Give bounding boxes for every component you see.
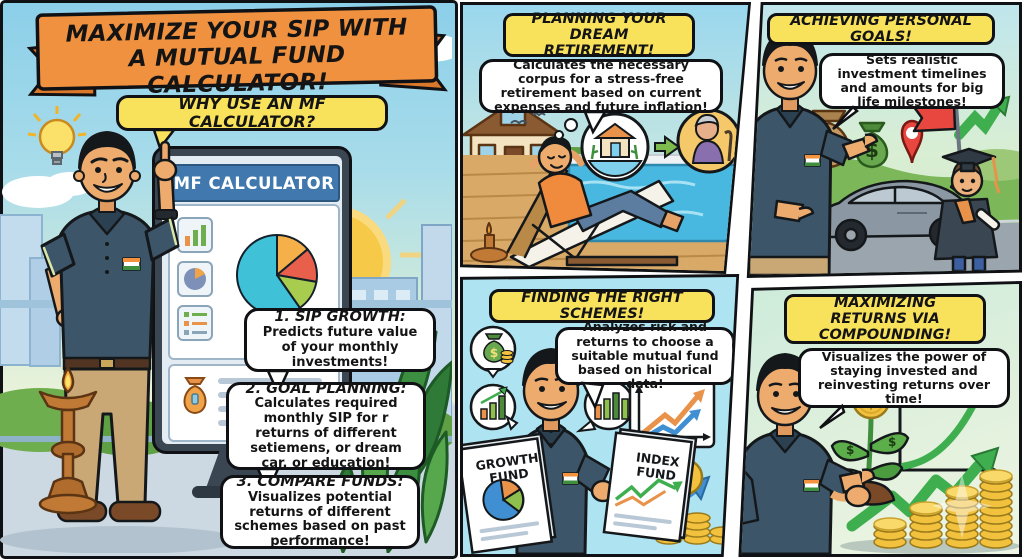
pie-mini-icon bbox=[184, 267, 206, 290]
pie-chart bbox=[236, 234, 318, 316]
schemes-scene: $ bbox=[463, 325, 737, 554]
thought-bubble bbox=[554, 108, 742, 182]
lounging-man bbox=[505, 136, 685, 269]
india-flag-badge bbox=[804, 154, 821, 167]
goals-title: ACHIEVING PERSONAL GOALS! bbox=[767, 13, 995, 45]
diploma-icon bbox=[975, 207, 1001, 231]
schemes-desc: Analyzes risk and returns to choose a su… bbox=[571, 319, 719, 392]
list-icon bbox=[184, 312, 207, 335]
compounding-bubble-tail bbox=[819, 403, 846, 430]
schemes-bubble-tail bbox=[580, 381, 605, 411]
mini-line-chart-icon bbox=[614, 478, 683, 507]
india-flag-badge bbox=[562, 472, 579, 485]
svg-text:$: $ bbox=[490, 346, 498, 360]
point-1-heading: 1. SIP GROWTH: bbox=[274, 309, 406, 326]
question-text: WHY USE AN MF CALCULATOR? bbox=[178, 94, 326, 131]
svg-text:$: $ bbox=[846, 443, 854, 457]
main-title: MAXIMIZE YOUR SIP WITH A MUTUAL FUND CAL… bbox=[65, 14, 408, 99]
goals-scene: $ $ bbox=[749, 30, 1019, 275]
retirement-title: PLANNING YOUR DREAM RETIREMENT! bbox=[503, 10, 695, 60]
mini-pie-icon bbox=[482, 478, 525, 521]
panel-schemes: $ bbox=[460, 274, 742, 557]
compounding-title: MAXIMIZING RETURNS VIA COMPOUNDING! bbox=[784, 294, 986, 344]
money-bag-icon bbox=[183, 377, 207, 415]
retirement-title-text: PLANNING YOUR DREAM RETIREMENT! bbox=[531, 10, 667, 60]
schemes-title: FINDING THE RIGHT SCHEMES! bbox=[489, 289, 715, 323]
coin-stacks-icon bbox=[873, 469, 1013, 549]
title-banner: MAXIMIZE YOUR SIP WITH A MUTUAL FUND CAL… bbox=[23, 0, 451, 108]
ribbon-shape bbox=[26, 5, 448, 97]
retired-person-icon bbox=[691, 113, 733, 164]
bar-chart-circle-left-icon bbox=[469, 383, 519, 431]
retirement-bubble: Calculates the necessary corpus for a st… bbox=[479, 56, 723, 115]
india-flag-badge bbox=[803, 479, 820, 492]
compounding-bubble: Visualizes the power of staying invested… bbox=[798, 348, 1010, 408]
screen-header: MF CALCULATOR bbox=[168, 164, 340, 202]
question-bubble: WHY USE AN MF CALCULATOR? bbox=[116, 95, 388, 131]
schemes-bubble: Analyzes risk and returns to choose a su… bbox=[555, 320, 735, 391]
presenter-character bbox=[40, 131, 180, 523]
goals-title-text: ACHIEVING PERSONAL GOALS! bbox=[790, 12, 972, 45]
point-2-body: Calculates required monthly SIP for r re… bbox=[250, 396, 402, 471]
retirement-desc: Calculates the necessary corpus for a st… bbox=[494, 56, 708, 115]
deck-lamp-icon bbox=[470, 222, 508, 263]
retirement-scene bbox=[463, 99, 749, 271]
panel-goals: $ $ bbox=[744, 2, 1022, 278]
compounding-desc: Visualizes the power of staying invested… bbox=[817, 348, 991, 407]
dream-home-icon bbox=[587, 122, 643, 178]
arrow-right-icon bbox=[654, 135, 681, 159]
lightbulb-icon bbox=[27, 106, 87, 165]
panel-retirement: PLANNING YOUR DREAM RETIREMENT! Calculat… bbox=[460, 2, 754, 274]
goals-desc: Sets realistic investment timelines and … bbox=[837, 51, 987, 110]
money-bag-green-icon: $ bbox=[855, 121, 889, 169]
svg-text:$: $ bbox=[888, 435, 896, 449]
bar-chart-icon bbox=[185, 225, 206, 246]
sip-growth-bubble: 1. SIP GROWTH: Predicts future value of … bbox=[244, 308, 436, 372]
calculator-screen: MF CALCULATOR bbox=[162, 156, 342, 444]
compare-funds-bubble: 3. COMPARE FUNDS: Visualizes potential r… bbox=[220, 473, 420, 550]
compounding-title-text: MAXIMIZING RETURNS VIA COMPOUNDING! bbox=[818, 294, 952, 344]
screen-title: MF CALCULATOR bbox=[173, 173, 335, 193]
panel-intro: MAXIMIZE YOUR SIP WITH A MUTUAL FUND CAL… bbox=[0, 0, 458, 559]
point-2-heading: 2. GOAL PLANNING: bbox=[245, 380, 407, 397]
diya-lamp-icon bbox=[38, 366, 98, 515]
birds-icon bbox=[510, 112, 546, 125]
goals-man bbox=[749, 30, 879, 275]
growth-fund-brochure bbox=[463, 432, 557, 554]
point-3-body: Visualizes potential returns of differen… bbox=[234, 489, 406, 550]
point-1-body: Predicts future value of your monthly in… bbox=[262, 325, 418, 370]
watermark-sparkle-icon bbox=[932, 474, 992, 538]
dashboard-card bbox=[168, 204, 340, 360]
goals-bubble: Sets realistic investment timelines and … bbox=[819, 51, 1005, 110]
retirement-bubble-tail bbox=[583, 110, 608, 135]
panel-compounding: $ $ $ bbox=[737, 281, 1022, 557]
goal-planning-bubble: 2. GOAL PLANNING: Calculates required mo… bbox=[226, 380, 426, 471]
schemes-title-text: FINDING THE RIGHT SCHEMES! bbox=[521, 289, 683, 322]
point-3-heading: 3. COMPARE FUNDS: bbox=[236, 473, 404, 490]
question-bubble-tail bbox=[152, 128, 177, 151]
index-fund-brochure bbox=[602, 427, 698, 543]
money-bag-circle-icon: $ bbox=[469, 325, 517, 379]
sidebar-icon-tiles bbox=[177, 217, 213, 341]
goals-bubble-tail bbox=[832, 105, 859, 130]
graduate-kid bbox=[912, 103, 1001, 273]
india-flag-badge bbox=[122, 257, 141, 271]
